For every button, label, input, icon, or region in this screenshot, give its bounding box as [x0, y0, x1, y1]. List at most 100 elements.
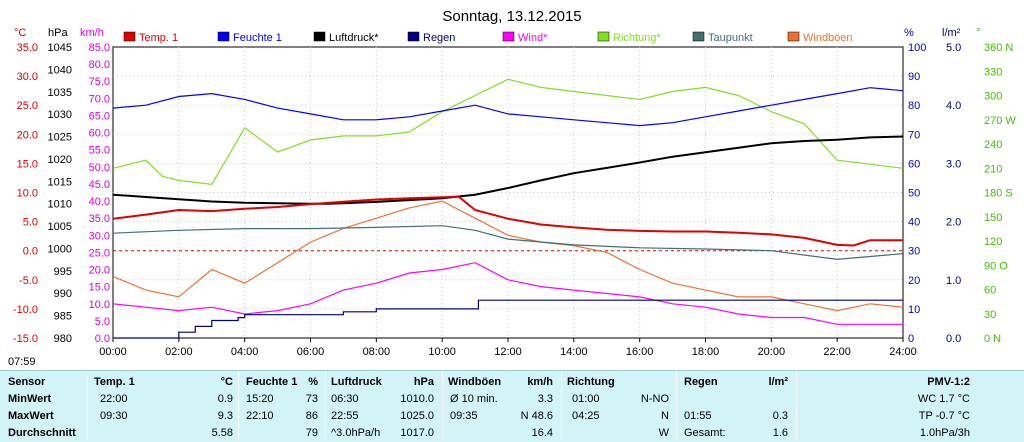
humidity-value: 73 [305, 393, 318, 405]
pressure-value: 1025.0 [400, 410, 434, 422]
axis-tick-humidity: 30 [908, 246, 920, 258]
axis-tick-wind: 80.0 [89, 59, 110, 71]
axis-tick-rain: 3.0 [946, 158, 961, 170]
axis-tick-wind: 10.0 [89, 299, 110, 311]
axis-tick-wind: 55.0 [89, 145, 110, 157]
header-humidity-unit: % [308, 376, 318, 388]
axis-tick-rain: 2.0 [946, 217, 961, 229]
axis-tick-pressure: 1000 [48, 243, 72, 255]
axis-tick-temp: -10.0 [13, 304, 38, 316]
pressure-time: 06:30 [331, 393, 359, 405]
axis-tick-pressure: 1045 [48, 42, 72, 54]
series [112, 78, 904, 339]
axis-tick-wind: 65.0 [89, 110, 110, 122]
stats-panel [0, 370, 1024, 442]
direction-value: N-NO [640, 393, 669, 405]
axis-tick-temp: 35.0 [17, 42, 38, 54]
x-tick-label: 02:00 [165, 346, 193, 358]
axis-tick-direction: 210 [984, 163, 1002, 175]
header-gust-unit: km/h [527, 376, 553, 388]
axis-tick-wind: 0.0 [95, 333, 110, 345]
axis-tick-direction: 120 [984, 236, 1002, 248]
legend-swatch [787, 31, 800, 42]
unit-label-rain: l/m² [942, 27, 961, 39]
x-tick-label: 18:00 [692, 346, 720, 358]
header-temp: Temp. 1 [94, 376, 135, 388]
x-tick-label: 22:00 [823, 346, 851, 358]
axis-tick-humidity: 0 [908, 333, 914, 345]
direction-value: N [661, 410, 669, 422]
series-line [113, 299, 903, 339]
pressure-value: 1010.0 [400, 393, 434, 405]
legend-swatch [313, 31, 326, 42]
legend-swatch [407, 31, 420, 42]
axis-tick-pressure: 1020 [48, 154, 72, 166]
gust-time: Ø 10 min. [450, 393, 498, 405]
legend-label: Feuchte 1 [233, 32, 282, 44]
humidity-value: 79 [305, 427, 318, 439]
pressure-time: 22:55 [331, 410, 359, 422]
row-label: MaxWert [8, 410, 54, 422]
x-tick-label: 12:00 [494, 346, 522, 358]
axis-tick-rain: 0.0 [946, 333, 961, 345]
header-humidity: Feuchte 1 [246, 376, 298, 388]
axis-tick-humidity: 60 [908, 158, 920, 170]
legend-swatch [597, 31, 610, 42]
current-time: 07:59 [8, 356, 36, 368]
header-direction: Richtung [567, 376, 615, 388]
separator [796, 372, 797, 440]
legend-label: Taupunkt [708, 32, 753, 44]
axis-tick-wind: 35.0 [89, 213, 110, 225]
axis-tick-pressure: 995 [54, 266, 72, 278]
separator [442, 372, 443, 440]
axis-tick-rain: 5.0 [946, 42, 961, 54]
weather-chart: Sonntag, 13.12.2015 Temp. 1 Feuchte 1 Luft… [13, 8, 1016, 358]
axis-tick-wind: 40.0 [89, 196, 110, 208]
axis-tick-wind: 75.0 [89, 76, 110, 88]
pressure-value: 1017.0 [400, 427, 434, 439]
separator [676, 372, 677, 440]
humidity-time: 22:10 [246, 410, 274, 422]
axis-tick-wind: 25.0 [89, 247, 110, 259]
axis-tick-pressure: 1005 [48, 221, 72, 233]
separator [325, 372, 326, 440]
gust-time: 09:35 [450, 410, 478, 422]
axis-tick-wind: 15.0 [89, 282, 110, 294]
axis-tick-humidity: 70 [908, 129, 920, 141]
axis-tick-temp: 25.0 [17, 100, 38, 112]
axis-tick-direction: 270 W [984, 115, 1016, 127]
temp-value: 0.9 [217, 393, 233, 405]
legend-swatch [502, 31, 515, 42]
temp-time: 22:00 [100, 393, 128, 405]
rain-value: 1.6 [772, 427, 788, 439]
legend: Temp. 1 Feuchte 1 Luftdruck* Regen Wind* Rich… [123, 31, 853, 44]
x-tick-label: 10:00 [428, 346, 456, 358]
header-sensor: Sensor [8, 376, 46, 388]
temp-time: 09:30 [100, 410, 128, 422]
separator [87, 372, 88, 440]
header-temp-unit: °C [220, 376, 233, 388]
axis-tick-pressure: 1025 [48, 132, 72, 144]
pmv-value: 1.0hPa/3h [919, 427, 970, 439]
gust-value: N 48.6 [520, 410, 553, 422]
x-tick-label: 08:00 [363, 346, 391, 358]
axis-tick-temp: 20.0 [17, 129, 38, 141]
axis-tick-temp: -5.0 [19, 275, 38, 287]
series-line [112, 135, 904, 205]
x-ticks: 00:00 02:00 04:00 06:00 08:00 10:00 12:00 14:00… [99, 338, 917, 358]
gust-value: 16.4 [531, 427, 553, 439]
axis-tick-wind: 60.0 [89, 128, 110, 140]
axis-tick-pressure: 980 [54, 333, 72, 345]
axis-tick-direction: 30 [984, 309, 996, 321]
header-pmv: PMV-1:2 [927, 376, 970, 388]
axis-tick-direction: 150 [984, 212, 1002, 224]
row-label: MinWert [8, 393, 52, 405]
axis-tick-pressure: 985 [54, 311, 72, 323]
legend-label: Wind* [518, 32, 548, 44]
legend-swatch [123, 31, 136, 42]
legend-label: Regen [423, 32, 455, 44]
pressure-time: ^3.0hPa/h [331, 427, 381, 439]
humidity-time: 15:20 [246, 393, 274, 405]
legend-swatch [692, 31, 705, 42]
unit-labels: °C hPa km/h% l/m² ° [14, 27, 980, 39]
